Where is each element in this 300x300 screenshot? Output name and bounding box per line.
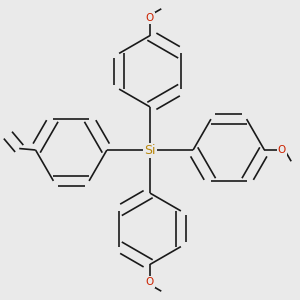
Text: O: O — [146, 13, 154, 23]
Text: Si: Si — [144, 143, 156, 157]
Text: O: O — [278, 145, 286, 155]
Text: O: O — [146, 277, 154, 287]
